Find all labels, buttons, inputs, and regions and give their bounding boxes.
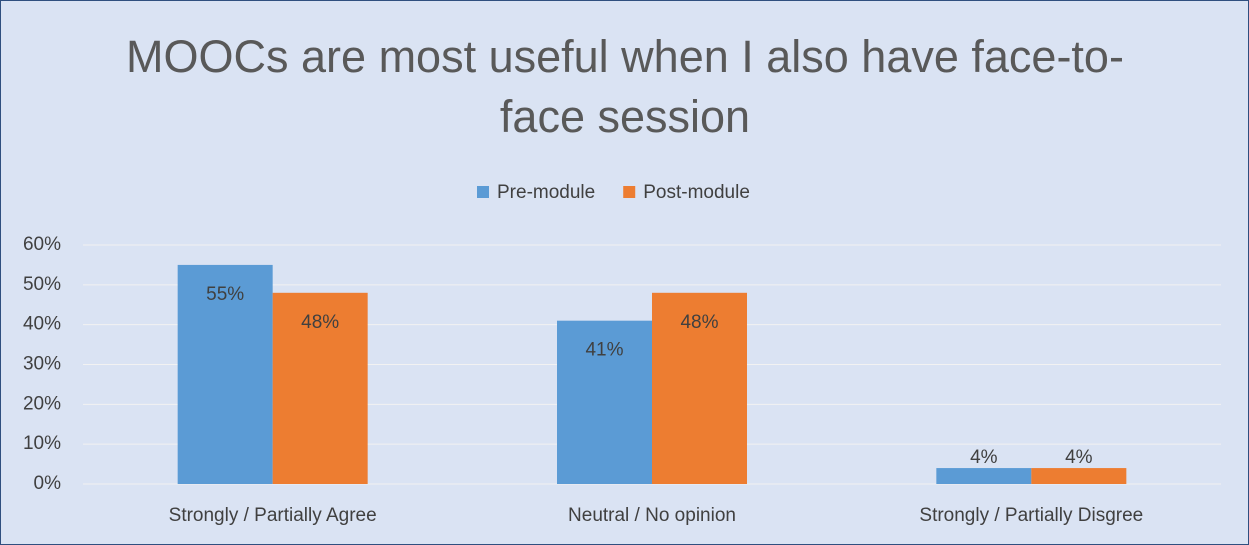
bar: [1031, 468, 1127, 484]
y-tick-label: 60%: [23, 234, 61, 255]
bar: [936, 468, 1032, 484]
legend-swatch: [477, 186, 489, 198]
bar: [177, 264, 273, 484]
data-label: 4%: [1065, 447, 1093, 468]
bar: [652, 292, 747, 484]
x-tick-label: Strongly / Partially Disgree: [919, 505, 1143, 526]
x-tick-label: Strongly / Partially Agree: [169, 505, 377, 526]
bar: [272, 292, 368, 484]
y-tick-label: 20%: [23, 393, 61, 414]
data-label: 48%: [680, 312, 718, 333]
y-tick-label: 10%: [23, 433, 61, 454]
data-label: 4%: [970, 447, 998, 468]
data-label: 41%: [585, 340, 623, 361]
bar: [557, 320, 652, 484]
x-tick-label: Neutral / No opinion: [568, 505, 736, 526]
data-label: 55%: [206, 284, 244, 305]
legend-swatch: [623, 186, 636, 198]
y-tick-label: 40%: [23, 314, 61, 335]
legend-label: Post-module: [643, 182, 750, 203]
data-label: 48%: [301, 312, 339, 333]
y-tick-label: 0%: [34, 473, 62, 494]
y-tick-label: 30%: [23, 354, 61, 375]
chart-title: MOOCs are most useful when I also have f…: [126, 31, 1124, 142]
legend-label: Pre-module: [497, 182, 595, 203]
y-tick-label: 50%: [23, 274, 61, 295]
